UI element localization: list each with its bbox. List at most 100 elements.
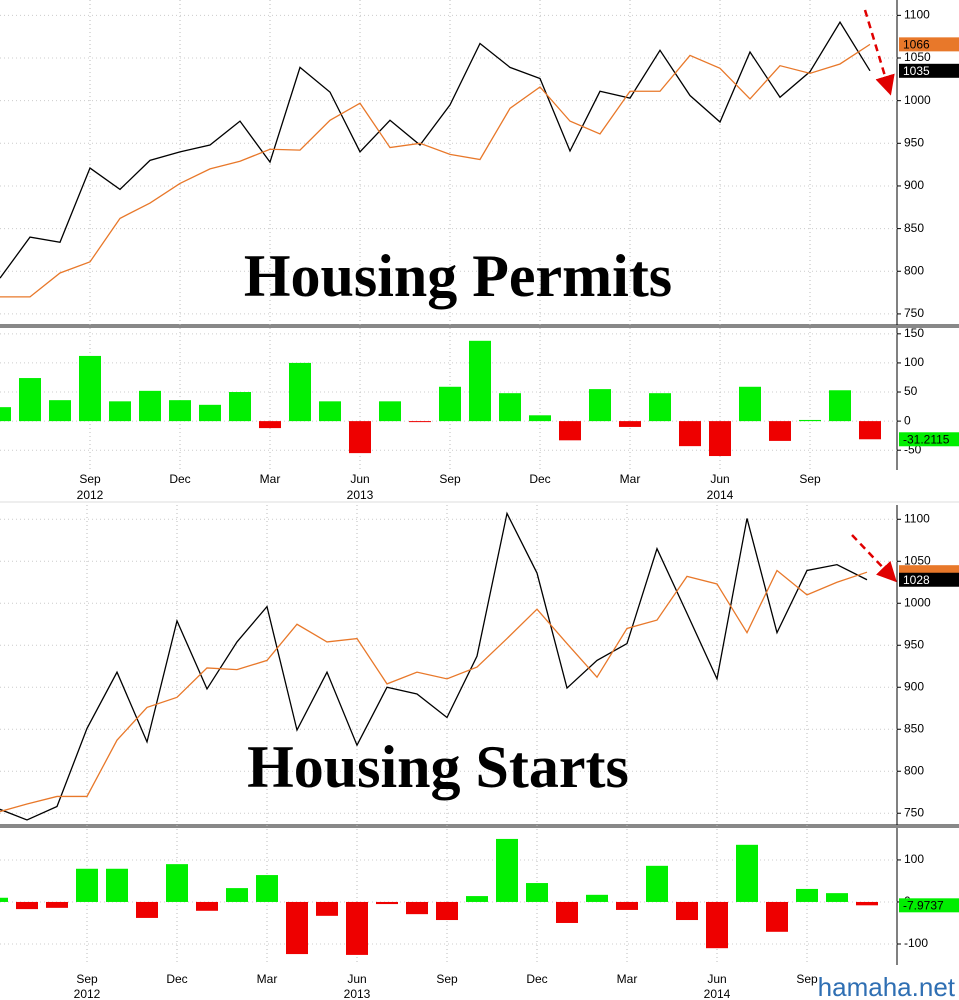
bar xyxy=(409,421,431,423)
y-tick-label: 150 xyxy=(904,326,924,340)
y-tick-label: 1050 xyxy=(904,553,931,567)
bar xyxy=(139,390,161,422)
bar xyxy=(379,401,401,422)
x-tick-label: Mar xyxy=(617,972,638,986)
trend-arrow xyxy=(851,534,897,583)
bar xyxy=(469,340,491,422)
x-year-label: 2014 xyxy=(704,987,731,1000)
bar xyxy=(586,894,608,902)
bar xyxy=(0,407,11,422)
x-tick-label: Dec xyxy=(169,472,190,486)
bar xyxy=(136,901,158,918)
bar xyxy=(106,868,128,902)
bar xyxy=(529,415,551,422)
bar xyxy=(166,864,188,902)
x-year-label: 2014 xyxy=(707,488,734,502)
x-tick-label: Mar xyxy=(260,472,281,486)
bar xyxy=(49,400,71,422)
bar xyxy=(319,401,341,422)
x-tick-label: Sep xyxy=(436,972,458,986)
y-tick-label: 950 xyxy=(904,135,924,149)
series-line xyxy=(0,569,868,813)
bar xyxy=(526,883,548,902)
bar xyxy=(859,421,881,440)
bar xyxy=(646,865,668,902)
x-tick-label: Jun xyxy=(707,972,726,986)
x-tick-label: Sep xyxy=(799,472,821,486)
x-year-label: 2012 xyxy=(77,488,104,502)
bar xyxy=(346,901,368,955)
y-tick-label: 950 xyxy=(904,637,924,651)
chart-title: Housing Starts xyxy=(247,734,629,800)
bar xyxy=(709,421,731,457)
bar xyxy=(286,901,308,955)
bar xyxy=(289,362,311,422)
bar xyxy=(256,875,278,902)
value-tag xyxy=(899,898,959,913)
value-tag xyxy=(899,432,959,447)
bar xyxy=(199,404,221,422)
series-line xyxy=(0,43,871,298)
bar xyxy=(436,901,458,921)
bar xyxy=(679,421,701,447)
bar xyxy=(826,893,848,902)
bar xyxy=(619,421,641,427)
bar xyxy=(496,838,518,902)
y-tick-label: 1100 xyxy=(904,8,930,22)
x-tick-label: Jun xyxy=(350,472,369,486)
y-tick-label: 50 xyxy=(904,384,918,398)
y-tick-label: 850 xyxy=(904,721,924,735)
bar xyxy=(769,421,791,441)
bar xyxy=(796,888,818,902)
bar xyxy=(556,901,578,923)
bar xyxy=(856,901,878,906)
y-tick-label: 100 xyxy=(904,355,924,369)
bar xyxy=(19,378,41,422)
x-tick-label: Sep xyxy=(439,472,461,486)
bar xyxy=(736,844,758,902)
bar xyxy=(766,901,788,932)
value-tag-label: 1035 xyxy=(903,64,930,78)
y-tick-label: 900 xyxy=(904,178,924,192)
bar xyxy=(499,393,521,422)
y-tick-label: 750 xyxy=(904,805,924,819)
bar xyxy=(109,401,131,422)
x-tick-label: Sep xyxy=(79,472,101,486)
value-tag xyxy=(899,63,959,78)
bar xyxy=(229,392,251,422)
bar xyxy=(829,390,851,422)
bar xyxy=(0,897,8,902)
x-tick-label: Dec xyxy=(166,972,187,986)
value-tag-label: -31.2115 xyxy=(903,432,950,446)
value-tag-label: 1066 xyxy=(903,38,930,52)
bar xyxy=(196,901,218,911)
x-tick-label: Jun xyxy=(347,972,366,986)
bar xyxy=(589,389,611,422)
y-tick-label: 1100 xyxy=(904,511,930,525)
bar xyxy=(79,355,101,422)
y-tick-label: 900 xyxy=(904,679,924,693)
x-tick-label: Sep xyxy=(796,972,818,986)
bar xyxy=(799,419,821,422)
x-tick-label: Mar xyxy=(620,472,641,486)
series-line xyxy=(0,511,868,821)
y-tick-label: 850 xyxy=(904,221,924,235)
y-tick-label: 800 xyxy=(904,763,924,777)
value-tag-label: -7.9737 xyxy=(903,898,944,912)
y-tick-label: 750 xyxy=(904,306,924,320)
trend-arrow xyxy=(863,9,895,96)
bar xyxy=(46,901,68,908)
bar xyxy=(739,386,761,422)
bar xyxy=(559,421,581,441)
x-tick-label: Jun xyxy=(710,472,729,486)
bar xyxy=(316,901,338,916)
y-tick-label: 800 xyxy=(904,263,924,277)
bar xyxy=(349,421,371,454)
bar xyxy=(376,901,398,905)
y-tick-label: 0 xyxy=(904,413,911,427)
chart-title: Housing Permits xyxy=(244,243,672,309)
